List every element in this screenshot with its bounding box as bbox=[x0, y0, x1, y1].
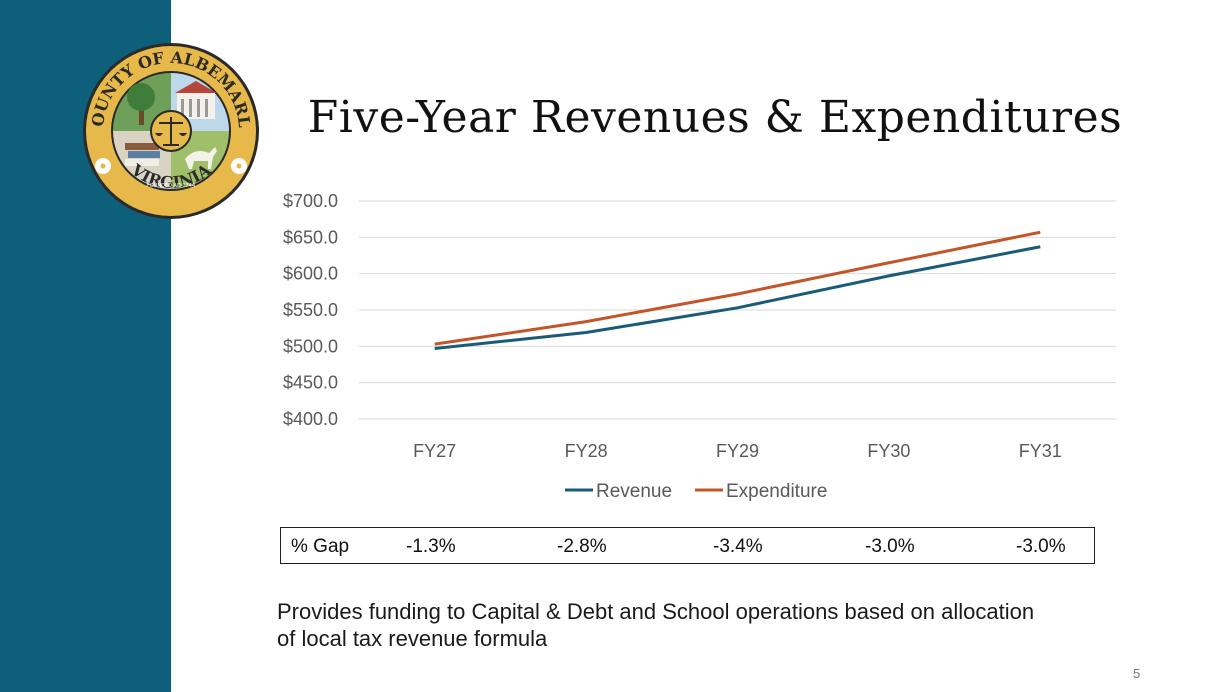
y-tick-label: $650.0 bbox=[283, 227, 338, 247]
gap-value-fy27: -1.3% bbox=[406, 536, 456, 557]
x-tick-label: FY28 bbox=[565, 441, 608, 461]
gap-value-fy31: -3.0% bbox=[1016, 536, 1066, 557]
gap-value-fy30: -3.0% bbox=[865, 536, 915, 557]
line-chart: $400.0 $450.0 $500.0 $550.0 $600.0 $650.0 $700… bbox=[283, 191, 1116, 502]
legend-label: Expenditure bbox=[726, 481, 827, 502]
series-line-expenditure bbox=[434, 230, 1041, 346]
x-tick-label: FY30 bbox=[867, 441, 910, 461]
gap-value-fy28: -2.8% bbox=[557, 536, 607, 557]
slide-title: Five-Year Revenues & Expenditures bbox=[307, 92, 1123, 143]
gap-table-label: % Gap bbox=[291, 536, 350, 557]
slide-footnote: Provides funding to Capital & Debt and S… bbox=[277, 599, 1035, 651]
legend-label: Revenue bbox=[596, 481, 672, 502]
y-tick-label: $550.0 bbox=[283, 300, 338, 320]
gap-value-fy29: -3.4% bbox=[713, 536, 763, 557]
seal-founded-text: FOUNDED AD 1744 bbox=[147, 183, 195, 189]
y-tick-label: $700.0 bbox=[283, 191, 338, 211]
gap-table: % Gap -1.3% -2.8% -3.4% -3.0% -3.0% bbox=[280, 527, 1095, 564]
x-tick-label: FY29 bbox=[716, 441, 759, 461]
county-seal-logo: COUNTY OF ALBEMARLE VIRGINIA FOUNDED AD … bbox=[81, 41, 259, 219]
y-tick-label: $500.0 bbox=[283, 336, 338, 356]
chart-gridlines bbox=[359, 200, 1116, 420]
y-tick-label: $400.0 bbox=[283, 409, 338, 429]
x-tick-label: FY27 bbox=[413, 441, 456, 461]
x-tick-label: FY31 bbox=[1019, 441, 1062, 461]
series-line-revenue bbox=[434, 245, 1041, 351]
x-axis-ticks: FY27 FY28 FY29 FY30 FY31 bbox=[413, 441, 1062, 461]
chart-series bbox=[434, 230, 1041, 351]
chart-legend: Revenue Expenditure bbox=[565, 481, 827, 502]
page-number: 5 bbox=[1133, 666, 1141, 681]
y-axis-ticks: $400.0 $450.0 $500.0 $550.0 $600.0 $650.0 $700… bbox=[283, 191, 338, 429]
y-tick-label: $450.0 bbox=[283, 373, 338, 393]
y-tick-label: $600.0 bbox=[283, 264, 338, 284]
